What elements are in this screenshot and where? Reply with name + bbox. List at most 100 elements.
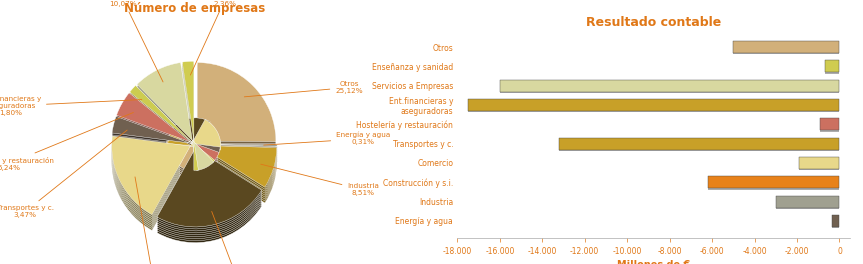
Wedge shape xyxy=(167,64,276,174)
Text: Ent.financieras y
aseguradoras
1,80%: Ent.financieras y aseguradoras 1,80% xyxy=(0,96,142,116)
Wedge shape xyxy=(137,68,214,176)
Wedge shape xyxy=(182,75,198,184)
Bar xyxy=(559,138,840,150)
Bar xyxy=(821,120,840,132)
Wedge shape xyxy=(129,89,215,167)
Wedge shape xyxy=(117,99,219,167)
Wedge shape xyxy=(117,101,219,169)
Wedge shape xyxy=(129,86,215,163)
Wedge shape xyxy=(112,118,220,155)
Wedge shape xyxy=(168,159,277,162)
Wedge shape xyxy=(112,130,220,167)
Wedge shape xyxy=(112,128,220,165)
Bar xyxy=(832,215,840,227)
Bar xyxy=(799,157,840,169)
Wedge shape xyxy=(112,116,220,154)
Wedge shape xyxy=(167,143,277,201)
Wedge shape xyxy=(168,151,277,154)
Wedge shape xyxy=(111,131,221,227)
Title: Resultado contable: Resultado contable xyxy=(586,16,721,29)
Wedge shape xyxy=(111,133,221,228)
Wedge shape xyxy=(137,63,214,171)
Bar xyxy=(824,60,840,72)
Wedge shape xyxy=(167,72,276,181)
Wedge shape xyxy=(137,70,214,178)
Bar xyxy=(500,80,840,92)
Bar xyxy=(824,62,840,74)
Wedge shape xyxy=(129,91,215,169)
Bar xyxy=(708,176,840,188)
Wedge shape xyxy=(129,97,215,175)
Text: Comercio
18,97%: Comercio 18,97% xyxy=(135,177,173,264)
Bar xyxy=(734,43,840,54)
Wedge shape xyxy=(157,134,261,243)
Wedge shape xyxy=(168,153,277,156)
Bar xyxy=(799,158,840,170)
Wedge shape xyxy=(112,124,220,161)
Wedge shape xyxy=(112,132,220,169)
Wedge shape xyxy=(167,131,277,189)
Wedge shape xyxy=(111,121,221,217)
Wedge shape xyxy=(167,78,276,187)
Wedge shape xyxy=(117,93,219,161)
Text: Transportes y c.
3,47%: Transportes y c. 3,47% xyxy=(0,130,127,218)
Wedge shape xyxy=(167,145,277,203)
Wedge shape xyxy=(157,128,261,237)
Text: Enseñanza y sanidad
2,36%: Enseñanza y sanidad 2,36% xyxy=(186,0,262,75)
Text: Energía y agua
0,31%: Energía y agua 0,31% xyxy=(264,132,390,145)
Text: Construcción y s.i.
24,16%: Construcción y s.i. 24,16% xyxy=(211,211,276,264)
Bar xyxy=(468,99,840,111)
Wedge shape xyxy=(157,131,261,241)
Wedge shape xyxy=(182,63,198,172)
Wedge shape xyxy=(168,157,277,160)
Text: Otros
25,12%: Otros 25,12% xyxy=(244,81,363,97)
Wedge shape xyxy=(111,129,221,225)
Wedge shape xyxy=(182,71,198,180)
Bar xyxy=(500,81,840,93)
Wedge shape xyxy=(167,139,277,197)
Bar xyxy=(832,216,840,228)
Wedge shape xyxy=(167,68,276,177)
Wedge shape xyxy=(157,126,261,235)
Wedge shape xyxy=(137,76,214,184)
Wedge shape xyxy=(167,135,277,193)
Bar xyxy=(468,100,840,112)
Wedge shape xyxy=(117,107,219,175)
X-axis label: Millones de €: Millones de € xyxy=(617,260,690,264)
Wedge shape xyxy=(112,122,220,159)
Wedge shape xyxy=(137,67,214,175)
Wedge shape xyxy=(117,109,219,177)
Wedge shape xyxy=(167,74,276,183)
Wedge shape xyxy=(137,78,214,186)
Wedge shape xyxy=(167,129,277,187)
Wedge shape xyxy=(129,93,215,171)
Bar xyxy=(821,118,840,130)
Bar xyxy=(708,178,840,190)
Wedge shape xyxy=(182,67,198,176)
Text: Servicios a Empresas
10,07%: Servicios a Empresas 10,07% xyxy=(85,0,163,82)
Title: Número de empresas: Número de empresas xyxy=(123,2,265,15)
Wedge shape xyxy=(157,124,261,233)
Wedge shape xyxy=(129,101,215,179)
Wedge shape xyxy=(129,99,215,177)
Wedge shape xyxy=(157,120,261,229)
Wedge shape xyxy=(137,72,214,180)
Wedge shape xyxy=(167,63,276,172)
Wedge shape xyxy=(167,70,276,180)
Wedge shape xyxy=(112,126,220,163)
Wedge shape xyxy=(157,118,261,227)
Bar xyxy=(776,196,840,208)
Wedge shape xyxy=(167,141,277,199)
Wedge shape xyxy=(117,105,219,173)
Text: Industria
8,51%: Industria 8,51% xyxy=(261,164,379,196)
Wedge shape xyxy=(167,76,276,185)
Wedge shape xyxy=(167,133,277,191)
Wedge shape xyxy=(129,87,215,165)
Wedge shape xyxy=(157,122,261,231)
Wedge shape xyxy=(157,130,261,239)
Wedge shape xyxy=(117,103,219,171)
Wedge shape xyxy=(111,125,221,221)
Wedge shape xyxy=(111,119,221,215)
Wedge shape xyxy=(111,127,221,223)
Wedge shape xyxy=(182,77,198,186)
